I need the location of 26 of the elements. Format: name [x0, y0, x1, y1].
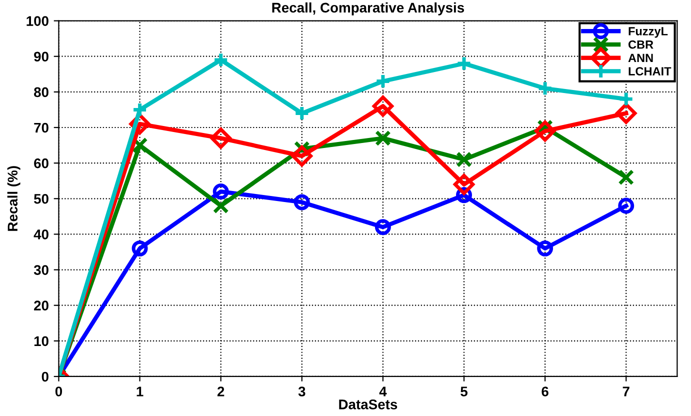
x-tick-label: 2: [217, 386, 224, 396]
y-tick-label: 90: [34, 52, 48, 62]
y-tick-label: 60: [34, 158, 48, 168]
x-tick-label: 6: [542, 386, 548, 396]
x-axis-title: DataSets: [339, 400, 398, 410]
x-tick-label: 1: [136, 386, 144, 396]
x-tick-label: 5: [460, 386, 468, 396]
legend-label: FuzzyL: [628, 27, 668, 38]
y-axis-title: Recall (%): [7, 166, 20, 231]
legend-label: LCHAIT: [628, 67, 672, 76]
y-tick-label: 80: [34, 87, 48, 98]
y-tick-label: 30: [34, 265, 48, 275]
chart-title: Recall, Comparative Analysis: [272, 2, 464, 16]
legend-label: ANN: [628, 54, 653, 62]
legend-label: CBR: [628, 40, 654, 49]
y-tick-label: 0: [42, 372, 48, 382]
y-tick-label: 40: [34, 230, 48, 240]
y-tick-label: 20: [34, 300, 48, 311]
y-tick-label: 100: [26, 16, 48, 26]
y-tick-label: 70: [34, 122, 48, 133]
x-tick-label: 3: [298, 386, 306, 396]
x-tick-label: 7: [622, 386, 630, 396]
y-tick-label: 10: [34, 336, 48, 346]
x-tick-label: 4: [379, 386, 387, 396]
x-tick-label: 0: [55, 386, 62, 396]
y-tick-label: 50: [34, 194, 48, 204]
